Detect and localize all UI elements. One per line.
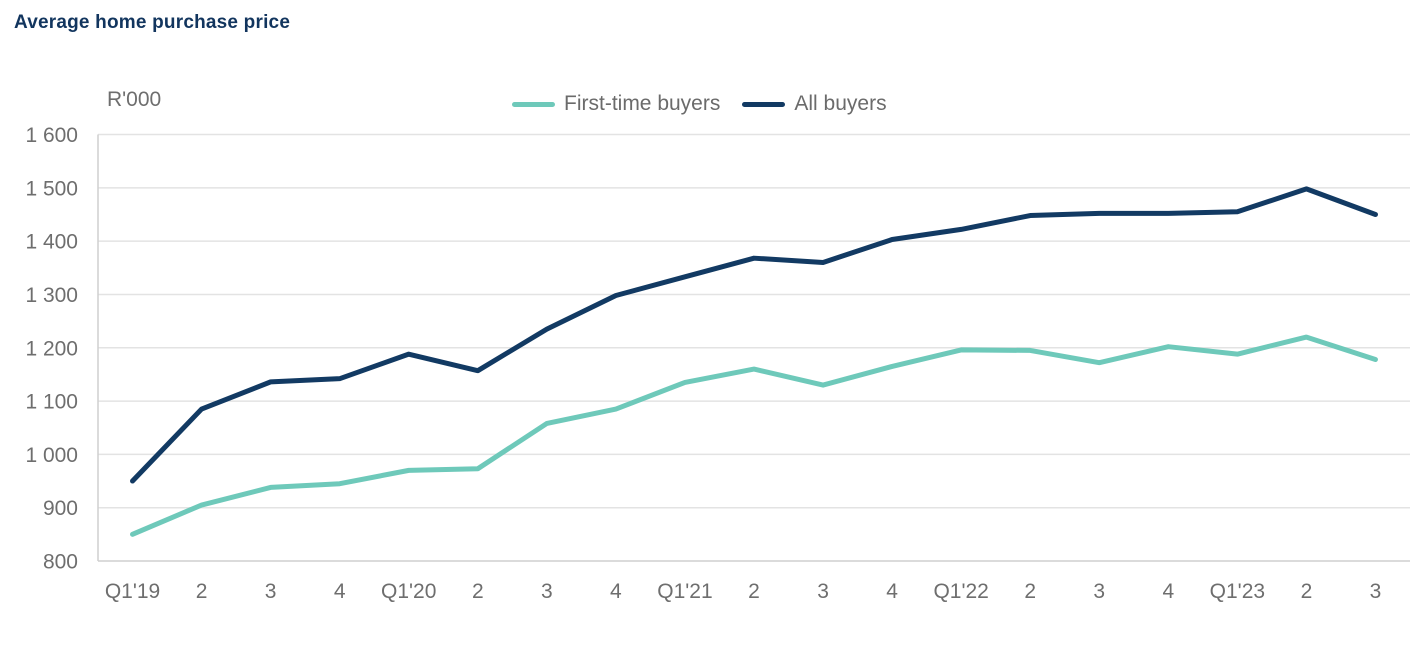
y-tick-label: 1 000 bbox=[25, 444, 78, 467]
y-tick-label: 1 400 bbox=[25, 231, 78, 254]
legend-label-first-time-buyers: First-time buyers bbox=[564, 92, 721, 115]
y-tick-label: 1 500 bbox=[25, 177, 78, 200]
x-tick-label: 4 bbox=[334, 580, 346, 603]
x-tick-label: Q1'20 bbox=[381, 580, 436, 603]
x-tick-label: 3 bbox=[817, 580, 829, 603]
y-tick-label: 1 300 bbox=[25, 284, 78, 307]
x-tick-label: 2 bbox=[1301, 580, 1313, 603]
x-tick-label: 3 bbox=[1370, 580, 1382, 603]
x-tick-label: 3 bbox=[1093, 580, 1105, 603]
legend-label-all-buyers: All buyers bbox=[794, 92, 887, 115]
x-tick-label: 2 bbox=[472, 580, 484, 603]
chart-title: Average home purchase price bbox=[14, 12, 291, 33]
legend-item-first-time-buyers: First-time buyers bbox=[512, 92, 720, 116]
y-tick-label: 1 200 bbox=[25, 337, 78, 360]
y-tick-label: 800 bbox=[43, 551, 78, 574]
all-buyers-line-swatch bbox=[742, 101, 786, 107]
x-tick-label: 4 bbox=[610, 580, 622, 603]
x-tick-label: 2 bbox=[748, 580, 760, 603]
x-tick-label: 3 bbox=[265, 580, 277, 603]
y-tick-label: 1 100 bbox=[25, 391, 78, 414]
x-tick-label: Q1'19 bbox=[105, 580, 160, 603]
x-tick-label: Q1'22 bbox=[933, 580, 988, 603]
y-tick-label: 900 bbox=[43, 497, 78, 520]
x-tick-label: Q1'23 bbox=[1210, 580, 1265, 603]
y-tick-label: 1 600 bbox=[25, 124, 78, 147]
x-tick-label: 2 bbox=[1024, 580, 1036, 603]
x-tick-label: Q1'21 bbox=[657, 580, 712, 603]
x-tick-label: 2 bbox=[196, 580, 208, 603]
first-time-buyers-line-swatch bbox=[512, 101, 555, 107]
all-buyers-line bbox=[130, 186, 1378, 484]
x-tick-label: 4 bbox=[886, 580, 898, 603]
x-tick-label: 4 bbox=[1162, 580, 1174, 603]
first-time-buyers-line bbox=[130, 334, 1378, 537]
legend: First-time buyers All buyers bbox=[512, 92, 887, 116]
y-axis-unit-label: R'000 bbox=[107, 88, 162, 111]
x-tick-label: 3 bbox=[541, 580, 553, 603]
legend-item-all-buyers: All buyers bbox=[742, 92, 887, 116]
